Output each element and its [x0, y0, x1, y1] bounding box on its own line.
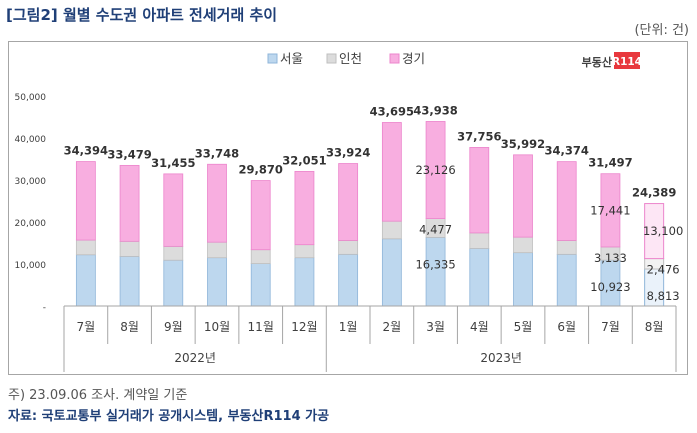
bar-segment-서울-8: [381, 238, 402, 307]
bar-segment-경기-11: [513, 154, 533, 238]
segment-label: 4,477: [419, 223, 452, 237]
bar-segment-서울-4: [207, 257, 227, 307]
y-tick-label: -: [43, 303, 46, 313]
bar-segment-인천-11: [513, 236, 533, 254]
x-tick-label: 5월: [514, 320, 533, 334]
legend-swatch-2: [326, 53, 337, 64]
x-tick-label: 1월: [339, 320, 358, 334]
total-label: 34,394: [64, 144, 108, 158]
bar-segment-서울-5: [250, 263, 271, 307]
x-tick-label: 8월: [120, 320, 139, 334]
legend-label-2: 인천: [339, 51, 362, 66]
bar-segment-서울-2: [119, 256, 140, 307]
segment-label: 17,441: [590, 203, 630, 217]
bar-segment-경기-9: [425, 121, 446, 219]
total-label: 33,924: [326, 146, 370, 160]
x-tick-label: 2월: [383, 320, 402, 334]
bar-segment-인천-4: [207, 241, 227, 259]
year-label: 2022년: [174, 351, 216, 365]
logo-badge-text: R114: [612, 56, 642, 68]
bar-segment-서울-7: [338, 253, 359, 307]
bar-segment-서울-6: [294, 257, 315, 307]
total-label: 33,479: [107, 147, 151, 161]
bar-segment-경기-8: [381, 122, 402, 222]
segment-label: 13,100: [643, 224, 683, 238]
bar-segment-서울-12: [556, 253, 577, 307]
total-label: 32,051: [282, 153, 326, 167]
source-line: 자료: 국토교통부 실거래가 공개시스템, 부동산R114 가공: [8, 409, 330, 424]
total-label: 31,497: [588, 156, 632, 170]
bar-segment-인천-2: [119, 240, 140, 257]
bar-segment-서울-10: [469, 248, 490, 307]
x-tick-label: 9월: [164, 320, 183, 334]
segment-label: 2,476: [647, 263, 680, 277]
legend-swatch-3: [389, 53, 400, 64]
bar-segment-인천-6: [294, 244, 315, 259]
chart-title: [그림2] 월별 수도권 아파트 전세거래 추이: [6, 6, 278, 24]
bar-segment-경기-7: [338, 163, 359, 241]
bar-segment-인천-8: [381, 220, 402, 240]
x-tick-label: 11월: [248, 320, 274, 334]
segment-label: 16,335: [415, 257, 455, 271]
bar-segment-경기-3: [163, 173, 184, 247]
bar-segment-서울-9: [425, 236, 446, 307]
bar-segment-인천-7: [338, 240, 359, 255]
y-tick-label: 40,000: [15, 135, 47, 145]
segment-label: 23,126: [415, 163, 455, 177]
bar-segment-경기-4: [207, 163, 227, 243]
bar-segment-경기-1: [75, 161, 96, 241]
bar-segment-인천-12: [556, 240, 577, 255]
bar-segment-서울-1: [75, 254, 96, 307]
bar-segment-서울-11: [513, 252, 533, 307]
x-tick-label: 6월: [557, 320, 576, 334]
bar-segment-경기-2: [119, 164, 140, 242]
total-label: 29,870: [239, 163, 283, 177]
y-tick-label: 50,000: [15, 93, 47, 103]
bar-segment-인천-1: [75, 239, 96, 256]
bar-segment-경기-10: [469, 147, 490, 234]
total-label: 43,695: [370, 104, 414, 118]
logo-text: 부동산: [582, 55, 612, 69]
x-tick-label: 12월: [291, 320, 317, 334]
bar-segment-경기-6: [294, 170, 315, 246]
total-label: 33,748: [195, 146, 239, 160]
y-tick-label: 20,000: [15, 219, 47, 229]
year-label: 2023년: [480, 351, 522, 365]
segment-label: 8,813: [647, 289, 680, 303]
total-label: 35,992: [501, 137, 545, 151]
x-tick-label: 7월: [601, 320, 620, 334]
bar-segment-경기-12: [556, 161, 577, 241]
bar-segment-서울-3: [163, 259, 184, 307]
bar-segment-경기-13: [600, 173, 621, 248]
total-label: 31,455: [151, 156, 195, 170]
x-tick-label: 7월: [77, 320, 96, 334]
x-tick-label: 8월: [645, 320, 664, 334]
x-tick-label: 10월: [204, 320, 230, 334]
legend-label-1: 서울: [280, 51, 303, 66]
footnote: 주) 23.09.06 조사. 계약일 기준: [8, 388, 188, 403]
total-label: 34,374: [545, 144, 589, 158]
bar-segment-경기-14: [644, 203, 665, 260]
bar-segment-경기-5: [250, 180, 271, 251]
bar-segment-인천-3: [163, 245, 184, 261]
x-tick-label: 3월: [426, 320, 445, 334]
total-label: 37,756: [457, 129, 501, 143]
bar-segment-인천-10: [469, 232, 490, 249]
y-tick-label: 10,000: [15, 261, 47, 271]
y-tick-label: 30,000: [15, 177, 47, 187]
legend-swatch-1: [267, 53, 278, 64]
bar-segment-인천-5: [250, 249, 271, 264]
legend-label-3: 경기: [402, 51, 425, 66]
x-tick-label: 4월: [470, 320, 489, 334]
segment-label: 3,133: [594, 251, 627, 265]
logo-badge: [614, 52, 640, 69]
total-label: 24,389: [632, 186, 676, 200]
segment-label: 10,923: [590, 280, 630, 294]
unit-label: (단위: 건): [634, 23, 689, 38]
total-label: 43,938: [413, 103, 457, 117]
